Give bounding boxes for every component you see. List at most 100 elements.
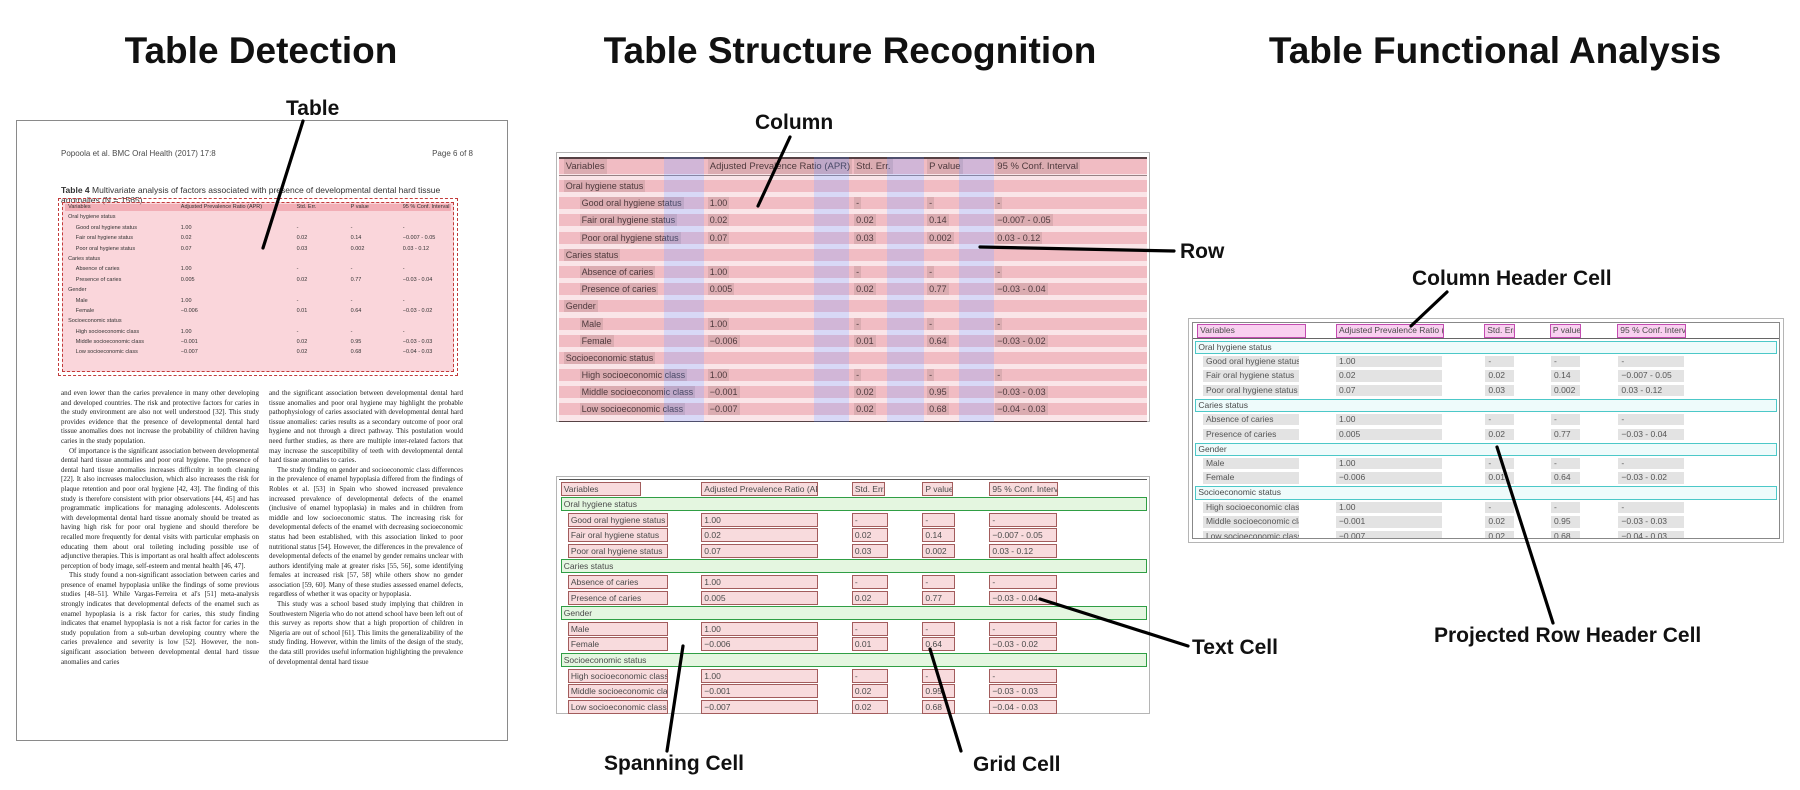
cell-text: −0.001 <box>707 386 740 399</box>
detection-panel-title: Table Detection <box>124 30 398 71</box>
cell-text: 0.002 <box>927 231 954 244</box>
cell-text: 0.07 <box>180 245 192 252</box>
row-label: Caries status <box>68 255 101 262</box>
table-row-band: Middle socioeconomic class −0.001 0.02 0.95… <box>559 386 1147 399</box>
text-bar: Male <box>1202 457 1299 470</box>
text-bar: - <box>1551 457 1581 470</box>
cell-text: 0.03 - 0.12 <box>995 231 1043 244</box>
text-cell: High socioeconomic class <box>567 668 668 683</box>
column-callout-label: Column <box>755 111 834 134</box>
cell-text: 0.64 <box>350 307 362 314</box>
grid-cell: - <box>989 512 1057 527</box>
cell-text: - <box>854 265 862 278</box>
text-bar: 0.68 <box>1551 530 1581 538</box>
table-row: Fair oral hygiene status 0.02 0.02 0.14 −0.0… <box>65 235 451 242</box>
text-cell: Presence of caries <box>567 590 668 605</box>
structure-cells-image: Variables Adjusted Prevalence Ratio (APR)… <box>556 476 1150 714</box>
table-row: Male 1.00 - - - <box>1193 457 1779 472</box>
cell-text: 0.02 <box>296 349 308 356</box>
text-bar: 0.02 <box>1485 428 1515 441</box>
grid-cell: - <box>989 621 1057 636</box>
grid-cell: −0.007 - 0.05 <box>989 528 1057 543</box>
table-row: Absence of caries 1.00 - - - <box>65 266 451 273</box>
row-label: Middle socioeconomic class <box>579 386 696 399</box>
table-header-row: Variables Adjusted Prevalence Ratio (APR)… <box>65 204 451 211</box>
row-label: Presence of caries <box>579 283 659 296</box>
cell-text: −0.007 - 0.05 <box>402 235 436 242</box>
grid-cell: −0.03 - 0.04 <box>989 590 1057 605</box>
cell-text: 0.02 <box>854 283 876 296</box>
table-row: Low socioeconomic class −0.007 0.02 0.68 −0.… <box>1193 530 1779 538</box>
section-row: Caries status <box>65 256 451 263</box>
text-bar: - <box>1485 413 1515 426</box>
document-header-right: Page 6 of 8 <box>432 149 473 158</box>
row-label: Caries status <box>563 248 621 261</box>
text-cell: Fair oral hygiene status <box>567 528 668 543</box>
text-cell: Absence of caries <box>567 575 668 590</box>
header-grid-cell: P value <box>922 481 954 496</box>
cell-text: 0.02 <box>296 235 308 242</box>
document-page: Popoola et al. BMC Oral Health (2017) 17… <box>16 120 508 741</box>
grid-cell: - <box>989 668 1057 683</box>
text-cell: Male <box>567 621 668 636</box>
section-row: Gender <box>559 606 1148 622</box>
header-cell: P value <box>927 159 963 174</box>
row-label: Fair oral hygiene status <box>75 235 133 242</box>
header-cell: Std. Err. <box>296 204 317 210</box>
text-bar: 0.03 - 0.12 <box>1618 384 1685 397</box>
table-callout-label: Table <box>286 97 340 120</box>
text-bar: Low socioeconomic class <box>1202 530 1299 538</box>
text-bar: Presence of caries <box>1202 428 1299 441</box>
column-header-cell: 95 % Conf. Interval <box>1617 324 1687 338</box>
row-label: Absence of caries <box>579 265 656 278</box>
text-cell: Low socioeconomic class <box>567 699 668 714</box>
text-bar: 0.95 <box>1551 516 1581 528</box>
text-bar: −0.001 <box>1335 516 1443 528</box>
grid-cell: 0.002 <box>922 543 955 558</box>
text-bar: - <box>1551 355 1581 368</box>
text-bar: Poor oral hygiene status <box>1202 384 1299 397</box>
spanning-cell: Oral hygiene status <box>560 497 1148 512</box>
table-bottom-rule <box>559 420 1147 422</box>
table-row: Presence of caries 0.005 0.02 0.77 −0.03 - 0… <box>1193 428 1779 443</box>
cell-text: - <box>296 224 299 231</box>
text-bar: - <box>1551 413 1581 426</box>
header-cell: Variables <box>68 204 91 210</box>
grid-cell: −0.006 <box>701 637 819 652</box>
cell-text: - <box>402 266 405 273</box>
table-row: Poor oral hygiene status 0.07 0.03 0.002 0.0… <box>65 246 451 253</box>
grid-cell: 1.00 <box>701 668 819 683</box>
text-cell: Poor oral hygiene status <box>567 543 668 558</box>
cell-text: 0.02 <box>296 276 308 283</box>
cell-text: 0.02 <box>296 339 308 346</box>
projected-row-header-cell: Socioeconomic status <box>1195 486 1778 500</box>
table-row: Absence of caries 1.00 - - - <box>559 575 1147 591</box>
cell-text: - <box>927 369 935 382</box>
structure-panel-title: Table Structure Recognition <box>603 30 1097 71</box>
row-label: Middle socioeconomic class <box>75 339 144 346</box>
cell-text: −0.006 <box>180 307 198 314</box>
text-bar: 0.14 <box>1551 370 1581 382</box>
cell-text: 1.00 <box>180 297 192 304</box>
cell-text: - <box>995 197 1003 210</box>
grid-cell: 0.68 <box>922 699 955 714</box>
table-caption-label: Table 4 <box>61 185 90 195</box>
cell-text: - <box>995 369 1003 382</box>
row-label: Socioeconomic status <box>563 351 656 364</box>
table-row: Presence of caries 0.005 0.02 0.77 −0.03 - 0… <box>65 277 451 284</box>
cell-text: 0.02 <box>180 235 192 242</box>
table-row: Middle socioeconomic class −0.001 0.02 0.95… <box>1193 515 1779 530</box>
row-label: Good oral hygiene status <box>75 224 137 231</box>
cell-text: 1.00 <box>707 317 730 330</box>
section-row: Socioeconomic status <box>559 653 1148 669</box>
text-bar: 0.02 <box>1485 370 1515 382</box>
section-row: Socioeconomic status <box>1193 486 1779 501</box>
table-row: Low socioeconomic class −0.007 0.02 0.68 −0.… <box>559 699 1147 715</box>
row-label: Oral hygiene status <box>68 214 116 221</box>
cell-text: - <box>854 317 862 330</box>
cell-text: - <box>927 317 935 330</box>
grid-cell: 0.14 <box>922 528 955 543</box>
grid-cell: - <box>851 621 888 636</box>
cell-text: −0.03 - 0.03 <box>995 386 1048 399</box>
